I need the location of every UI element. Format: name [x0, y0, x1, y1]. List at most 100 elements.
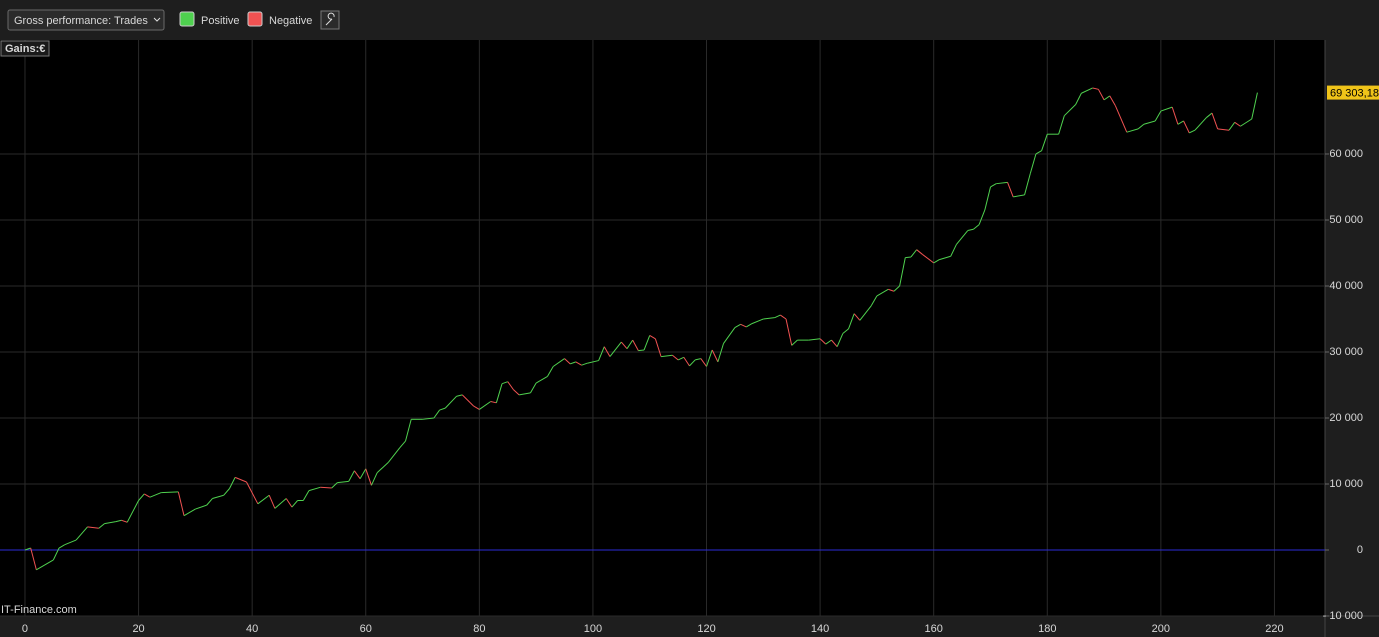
line-segment [552, 358, 565, 367]
line-segment [950, 244, 957, 257]
line-segment [126, 500, 140, 523]
legend-swatch[interactable] [179, 11, 195, 27]
line-segment [1081, 87, 1093, 94]
line-segment [1183, 120, 1190, 134]
line-segment [257, 494, 270, 505]
line-segment [695, 358, 701, 361]
line-segment [268, 495, 276, 509]
line-segment [308, 486, 321, 492]
line-segment [848, 313, 855, 330]
line-segment [1217, 128, 1230, 131]
line-segment [365, 468, 372, 486]
y-tick-label: 60 000 [1329, 148, 1363, 160]
line-segment [1240, 118, 1253, 127]
line-segment [1035, 150, 1042, 155]
line-segment [916, 249, 923, 255]
line-segment [620, 341, 628, 350]
line-segment [513, 389, 520, 396]
line-segment [183, 508, 196, 517]
line-segment [1103, 95, 1111, 101]
line-segment [689, 359, 696, 367]
line-segment [104, 521, 116, 525]
line-segment [740, 323, 747, 328]
line-segment [1177, 120, 1184, 125]
line-segment [933, 259, 940, 264]
y-label-box [0, 40, 50, 57]
line-segment [984, 186, 991, 211]
line-segment [1126, 128, 1139, 133]
line-segment [609, 341, 622, 357]
line-segment [876, 288, 889, 297]
line-segment [223, 488, 230, 496]
line-segment [433, 409, 440, 419]
line-segment [58, 544, 65, 549]
line-segment [831, 339, 838, 348]
line-segment [461, 394, 475, 407]
y-axis-label: Gains:€ [5, 43, 45, 55]
line-segment [654, 338, 662, 357]
x-tick-label: 160 [925, 623, 943, 635]
last-value-box [1327, 85, 1379, 100]
line-segment [87, 526, 99, 529]
line-segment [64, 539, 77, 546]
selector-box[interactable] [7, 9, 165, 31]
line-segment [638, 349, 645, 352]
line-segment [1058, 115, 1065, 135]
line-segment [195, 504, 207, 510]
line-segment [746, 323, 753, 328]
line-segment [376, 461, 389, 474]
line-segment [717, 343, 725, 363]
line-segment [996, 181, 1008, 185]
y-tick-label: - 10 000 [1323, 610, 1363, 622]
line-segment [337, 480, 349, 484]
y-tick-label: 10 000 [1329, 478, 1363, 490]
line-segment [331, 482, 338, 489]
line-segment [444, 395, 457, 409]
line-segment [519, 392, 531, 396]
line-segment [535, 375, 548, 384]
line-segment [711, 349, 719, 363]
line-segment [1194, 117, 1207, 131]
line-segment [1189, 129, 1196, 134]
line-segment [547, 366, 554, 377]
legend-swatch[interactable] [247, 11, 263, 27]
line-segment [888, 288, 895, 292]
line-segment [501, 381, 508, 385]
line-segment [706, 349, 713, 367]
y-tick-label: 50 000 [1329, 214, 1363, 226]
line-segment [672, 354, 679, 361]
toolbar [0, 0, 1379, 40]
line-segment [138, 493, 145, 501]
y-tick-label: 20 000 [1329, 412, 1363, 424]
line-segment [780, 314, 787, 320]
line-segment [30, 547, 37, 570]
line-segment [632, 339, 639, 351]
line-segment [842, 328, 849, 334]
x-tick-label: 20 [132, 623, 144, 635]
line-segment [229, 477, 236, 489]
line-segment [1029, 153, 1037, 174]
line-segment [643, 335, 651, 351]
line-segment [1160, 106, 1173, 112]
selector[interactable]: Gross performance: Trades [14, 15, 148, 27]
x-tick-label: 140 [811, 623, 829, 635]
line-segment [291, 500, 298, 508]
line-segment [507, 381, 514, 390]
x-tick-label: 120 [697, 623, 715, 635]
line-segment [1013, 194, 1025, 198]
line-segment [405, 419, 412, 442]
y-tick-label: 30 000 [1329, 346, 1363, 358]
line-segment [956, 230, 969, 245]
line-segment [246, 481, 259, 505]
line-segment [859, 305, 872, 321]
line-segment [825, 339, 832, 345]
line-segment [1114, 105, 1128, 133]
line-segment [359, 468, 367, 479]
line-segment [603, 346, 611, 357]
line-segment [234, 476, 247, 483]
line-segment [1109, 95, 1116, 107]
line-segment [581, 362, 588, 366]
line-segment [439, 407, 446, 411]
line-segment [763, 317, 775, 320]
